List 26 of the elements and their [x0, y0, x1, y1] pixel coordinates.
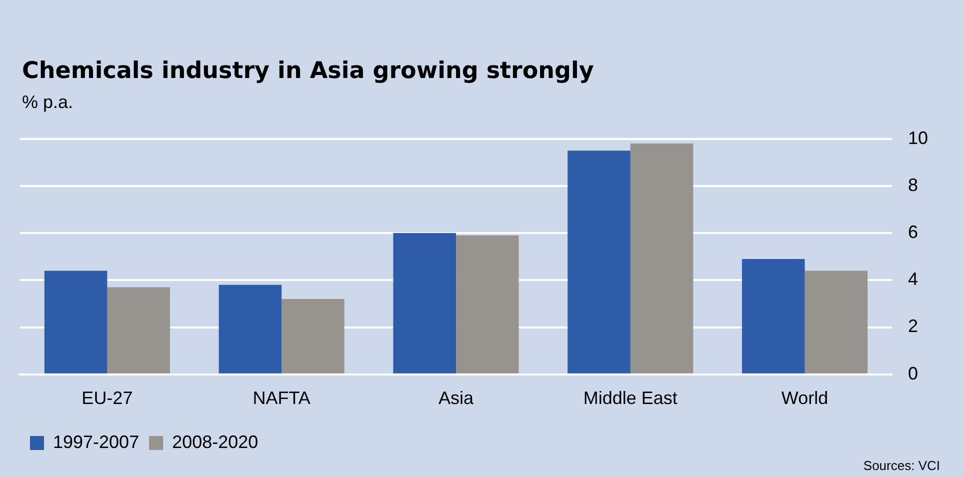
- chart-title: Chemicals industry in Asia growing strongly: [22, 58, 594, 84]
- y-tick-label: 4: [908, 269, 918, 290]
- bar: [804, 270, 868, 374]
- bar: [44, 270, 108, 374]
- x-tick-label: Asia: [438, 388, 474, 408]
- bar: [107, 287, 170, 374]
- bar: [282, 299, 344, 374]
- x-tick-label: Middle East: [583, 388, 678, 408]
- legend-label: 2008-2020: [172, 432, 258, 452]
- y-tick-label: 2: [908, 316, 918, 336]
- source-note: Sources: VCI: [863, 458, 940, 473]
- bar: [742, 258, 805, 374]
- x-tick-label: NAFTA: [252, 388, 310, 408]
- legend-label: 1997-2007: [53, 432, 140, 452]
- y-tick-label: 6: [908, 222, 918, 242]
- bar: [456, 235, 519, 374]
- bar: [218, 284, 282, 374]
- x-tick-label: World: [781, 388, 828, 408]
- bar: [630, 144, 694, 374]
- y-tick-label: 0: [908, 363, 918, 384]
- chart-subtitle: % p.a.: [22, 92, 74, 113]
- y-tick-label: 8: [908, 174, 918, 195]
- bar: [568, 150, 630, 374]
- y-tick-label: 10: [908, 128, 928, 148]
- x-tick-label: EU-27: [82, 388, 133, 408]
- bar: [393, 233, 456, 374]
